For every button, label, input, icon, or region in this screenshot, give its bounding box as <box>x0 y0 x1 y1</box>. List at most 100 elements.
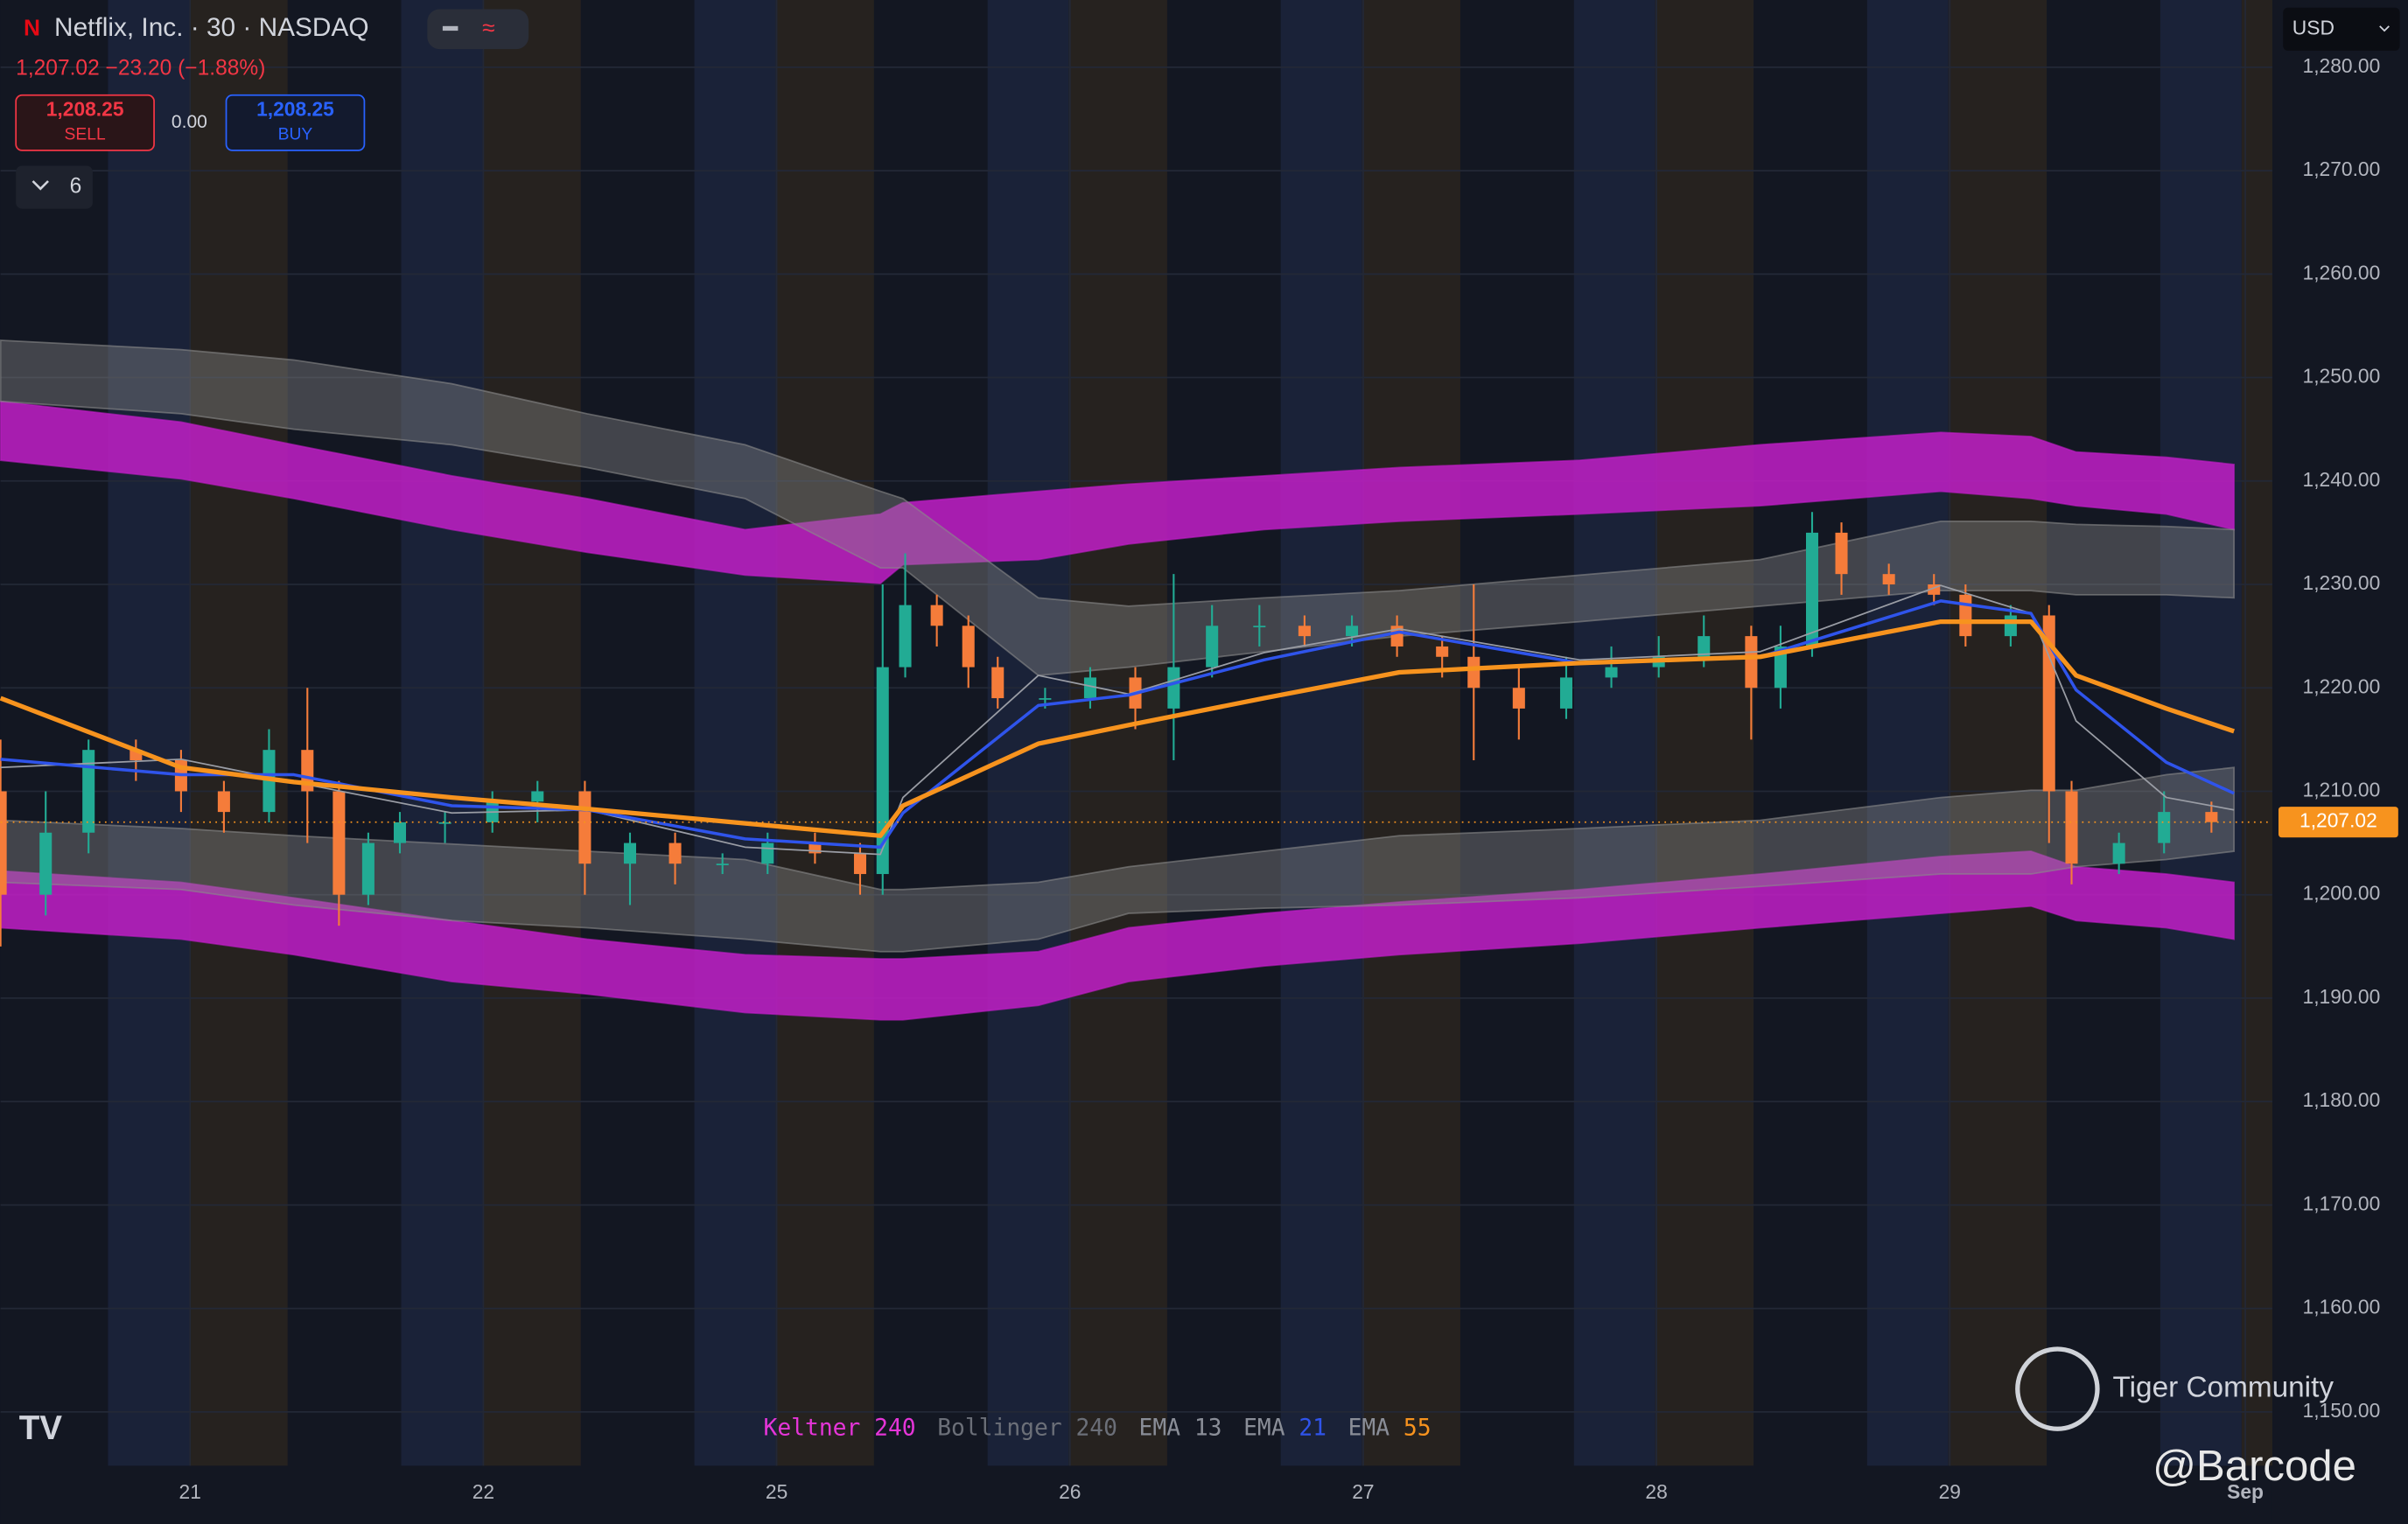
buy-label: BUY <box>278 125 313 143</box>
candle-body <box>1959 594 1972 637</box>
x-tick-label: 29 <box>1939 1480 1961 1503</box>
y-tick-label: 1,160.00 <box>2303 1296 2381 1318</box>
tv-logo: TV <box>19 1409 63 1447</box>
buy-price: 1,208.25 <box>256 97 334 120</box>
candle-body <box>808 842 822 854</box>
candle-body <box>1206 626 1219 668</box>
sell-label: SELL <box>65 125 106 143</box>
spread: 0.00 <box>172 112 207 132</box>
candle-body <box>1253 626 1266 628</box>
last-price-tag <box>2278 807 2398 838</box>
legend-name: EMA <box>1348 1416 1390 1442</box>
candle-body <box>1436 646 1449 657</box>
y-tick-label: 1,260.00 <box>2303 261 2381 283</box>
y-tick-label: 1,150.00 <box>2303 1399 2381 1422</box>
legend-param: 240 <box>874 1416 916 1442</box>
wave-icon: ≈ <box>482 14 494 40</box>
candle-body <box>930 605 943 626</box>
last-price-label: 1,207.02 <box>2300 809 2377 832</box>
candle-body <box>2004 615 2017 637</box>
candle-body <box>438 821 452 824</box>
chevron <box>2379 25 2390 32</box>
plot-area <box>0 0 2272 1466</box>
watermark-handle: @Barcode <box>2152 1443 2356 1490</box>
legend-param: 21 <box>1298 1416 1326 1442</box>
legend-name: EMA <box>1139 1416 1181 1442</box>
candle-body <box>130 750 143 760</box>
logo: N <box>24 14 40 40</box>
candle-body <box>1512 688 1525 709</box>
y-tick-label: 1,270.00 <box>2303 157 2381 180</box>
candle-body <box>1805 532 1819 647</box>
ema-line <box>0 599 2235 849</box>
buy-button[interactable] <box>225 94 366 151</box>
legend-name: EMA <box>1243 1416 1285 1442</box>
candle-body <box>899 605 912 668</box>
candle-body <box>578 791 592 864</box>
quote: 1,207.02 −23.20 (−1.88%) <box>16 56 265 80</box>
y-tick-label: 1,220.00 <box>2303 675 2381 697</box>
indicator-band <box>0 850 2236 1021</box>
session-shade <box>1573 0 1656 1466</box>
candle-body <box>217 791 230 813</box>
candle-body <box>1039 698 1052 700</box>
x-tick-label: 28 <box>1645 1480 1667 1503</box>
indicator-collapse[interactable] <box>16 165 93 209</box>
session-shade <box>189 0 288 1466</box>
session-shade <box>1655 0 1754 1466</box>
session-shade <box>1362 0 1460 1466</box>
session-shade <box>401 0 483 1466</box>
candle-body <box>2112 842 2125 864</box>
axes: 1,150.00 1,160.00 1,170.00 1,180.00 1,190.00… <box>179 54 2398 1503</box>
candle-body <box>82 750 95 833</box>
candle-body <box>2158 812 2171 843</box>
legend-param: 55 <box>1404 1416 1432 1442</box>
candle-body <box>1928 584 1941 595</box>
candle-body <box>1774 646 1787 689</box>
y-tick-label: 1,280.00 <box>2303 54 2381 77</box>
legend-name: Bollinger <box>937 1416 1062 1442</box>
legend-param: 13 <box>1194 1416 1222 1442</box>
currency-select[interactable] <box>2283 7 2400 51</box>
legend-name: Keltner <box>764 1416 861 1442</box>
session-shade <box>1280 0 1362 1466</box>
y-tick-label: 1,230.00 <box>2303 571 2381 594</box>
candle-body <box>1882 574 1895 585</box>
visibility-toggle[interactable] <box>427 9 529 50</box>
sell-button[interactable] <box>15 94 155 151</box>
session-shade <box>482 0 581 1466</box>
watermark-brand: Tiger Community <box>2113 1371 2334 1403</box>
indicator-band <box>0 766 2236 953</box>
session-shade <box>2160 0 2242 1466</box>
y-tick-label: 1,210.00 <box>2303 778 2381 800</box>
x-tick-label: 22 <box>472 1480 494 1503</box>
candle-body <box>1605 667 1618 678</box>
tiger-logo <box>2015 1346 2100 1431</box>
session-shade <box>108 0 190 1466</box>
candle-body <box>962 626 975 668</box>
candle-body <box>1559 677 1572 709</box>
candle-body <box>1298 626 1311 637</box>
y-tick-label: 1,190.00 <box>2303 985 2381 1008</box>
candle-body <box>761 842 774 864</box>
candle-body <box>668 842 682 864</box>
candle-body <box>2205 812 2218 822</box>
candle-body <box>991 667 1004 699</box>
candle-body <box>1083 677 1096 699</box>
candle-body <box>1346 626 1359 637</box>
y-tick-label: 1,250.00 <box>2303 365 2381 388</box>
candle-body <box>2065 791 2078 864</box>
candle-body <box>393 821 407 843</box>
y-tick-label: 1,170.00 <box>2303 1192 2381 1214</box>
x-tick-label: 27 <box>1352 1480 1374 1503</box>
symbol-title: Netflix, Inc. · 30 · NASDAQ <box>54 13 369 42</box>
candle-body <box>1467 656 1480 689</box>
session-shade <box>775 0 874 1466</box>
candle-body <box>361 842 374 895</box>
minus-icon <box>442 25 458 31</box>
x-tick-label: Sep <box>2227 1480 2264 1503</box>
sell-price: 1,208.25 <box>46 97 124 120</box>
legend-param: 240 <box>1075 1416 1117 1442</box>
